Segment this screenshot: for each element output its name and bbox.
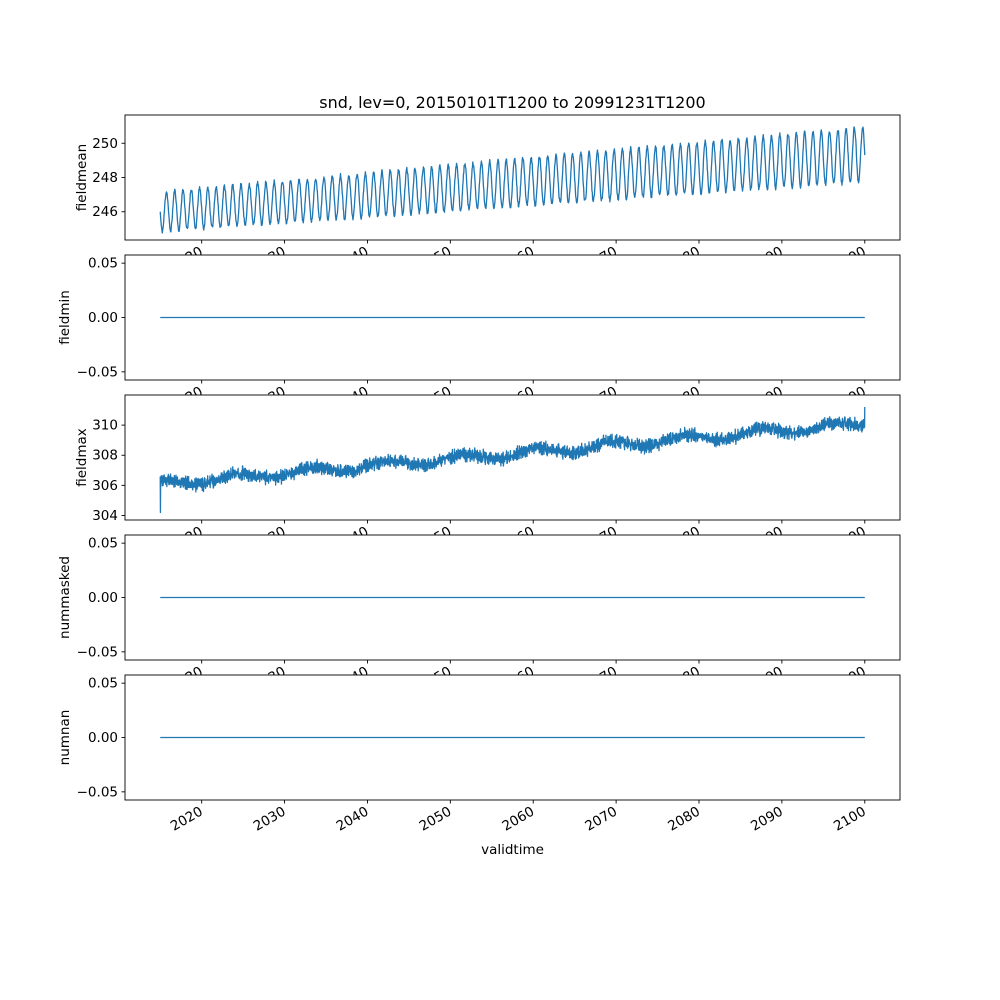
series-line-fieldmax: [159, 407, 866, 514]
y-tick-label: 0.05: [88, 676, 118, 692]
y-tick-label: 308: [92, 448, 118, 464]
x-tick-label: 2080: [665, 804, 703, 835]
y-tick-label: 310: [92, 418, 118, 434]
y-tick-label: 0.05: [88, 256, 118, 272]
x-tick-label: 2070: [582, 804, 620, 835]
figure-title: snd, lev=0, 20150101T1200 to 20991231T12…: [319, 93, 706, 112]
x-tick-label: 2040: [334, 804, 372, 835]
y-axis-label-nummasked: nummasked: [57, 556, 73, 639]
y-tick-label: 0.00: [88, 310, 118, 326]
x-tick-label: 2020: [168, 804, 206, 835]
x-tick-label: 2090: [748, 804, 786, 835]
x-axis-label: validtime: [481, 842, 544, 858]
x-tick-label: 2060: [499, 804, 537, 835]
y-tick-label: 250: [92, 136, 118, 152]
y-tick-label: −0.05: [77, 784, 118, 800]
y-axis-label-fieldmax: fieldmax: [74, 428, 90, 487]
y-tick-label: 0.05: [88, 536, 118, 552]
series-line-fieldmean: [159, 126, 866, 234]
plot-frame: [124, 394, 901, 521]
x-tick-label: 2100: [831, 804, 869, 835]
subplot-fieldmin: −0.050.000.05202020302040205020602070208…: [57, 254, 901, 415]
y-axis-label-numnan: numnan: [57, 710, 73, 766]
y-tick-label: 306: [92, 478, 118, 494]
y-axis-label-fieldmin: fieldmin: [57, 290, 73, 345]
y-tick-label: 304: [92, 508, 118, 524]
y-axis-label-fieldmean: fieldmean: [74, 144, 90, 211]
y-tick-label: −0.05: [77, 644, 118, 660]
y-tick-label: 0.00: [88, 590, 118, 606]
y-tick-label: −0.05: [77, 364, 118, 380]
y-tick-label: 246: [92, 204, 118, 220]
y-tick-label: 0.00: [88, 730, 118, 746]
y-tick-label: 248: [92, 170, 118, 186]
x-tick-label: 2030: [251, 804, 289, 835]
x-tick-label: 2050: [417, 804, 455, 835]
subplot-numnan: −0.05 0.00 0.05 2020 2030 2040 2050 2060 2070 208…: [57, 674, 901, 835]
